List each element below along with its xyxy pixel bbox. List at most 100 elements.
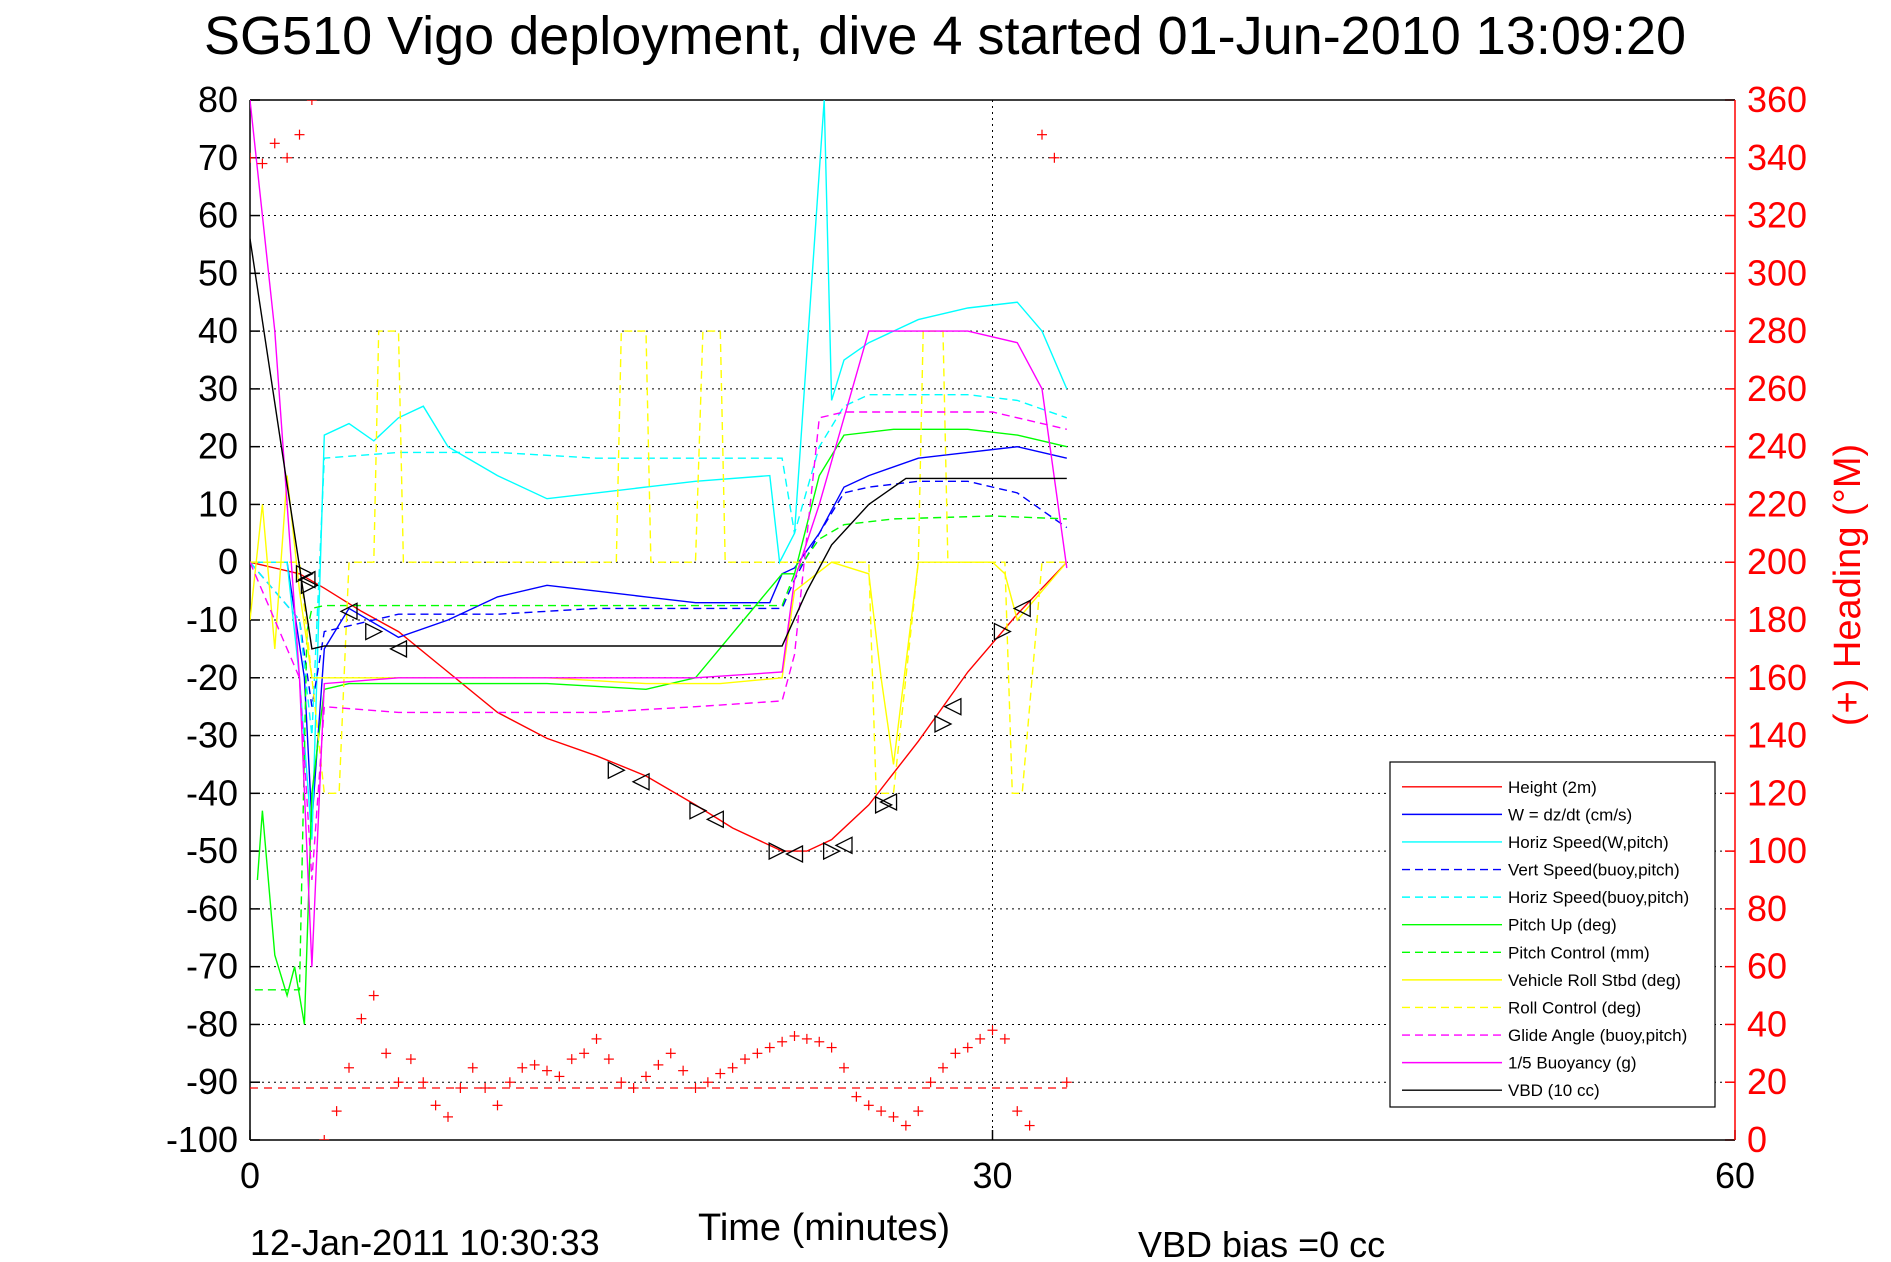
triangle-marker — [631, 772, 650, 791]
legend-label-10: 1/5 Buoyancy (g) — [1508, 1054, 1637, 1073]
heading-point — [801, 1033, 812, 1044]
x-tick-label: 30 — [972, 1155, 1012, 1196]
y2-tick-label: 80 — [1747, 888, 1787, 929]
footer-vbd-bias: VBD bias =0 cc — [1138, 1224, 1385, 1262]
y2-tick-label: 320 — [1747, 195, 1807, 236]
heading-point — [603, 1054, 614, 1065]
triangle-marker — [300, 576, 319, 595]
triangle-marker — [834, 836, 853, 855]
triangle-marker — [1012, 599, 1031, 618]
heading-point — [999, 1033, 1010, 1044]
heading-point — [752, 1048, 763, 1059]
y2-tick-label: 340 — [1747, 137, 1807, 178]
y-tick-label: -10 — [186, 599, 238, 640]
y2-tick-label: 120 — [1747, 772, 1807, 813]
heading-point — [1024, 1120, 1035, 1131]
legend-label-2: Horiz Speed(W,pitch) — [1508, 833, 1669, 852]
y-tick-label: -90 — [186, 1061, 238, 1102]
heading-point — [331, 1106, 342, 1117]
heading-point — [443, 1111, 453, 1122]
legend-label-7: Vehicle Roll Stbd (deg) — [1508, 971, 1681, 990]
series-line-4 — [250, 394, 1068, 736]
heading-point — [554, 1071, 565, 1082]
x-tick-label: 60 — [1715, 1155, 1755, 1196]
y2-tick-label: 200 — [1747, 541, 1807, 582]
y-tick-label: 10 — [198, 483, 238, 524]
heading-point — [888, 1111, 899, 1122]
heading-point — [727, 1062, 738, 1073]
triangle-marker — [297, 570, 316, 589]
triangle-marker — [874, 795, 894, 814]
heading-point — [455, 1083, 466, 1093]
series-line-1 — [250, 445, 1067, 823]
series-line-10 — [250, 100, 1068, 967]
legend: Height (2m) W = dz/dt (cm/s) Horiz Speed(W… — [1389, 761, 1716, 1108]
triangle-marker — [365, 622, 384, 641]
y2-tick-label: 0 — [1747, 1119, 1767, 1160]
triangle-marker — [822, 842, 842, 861]
heading-point — [925, 1077, 936, 1088]
triangle-marker — [689, 801, 708, 820]
heading-point — [764, 1042, 775, 1053]
heading-point — [789, 1031, 800, 1041]
triangle-marker — [934, 714, 953, 734]
heading-point — [715, 1068, 726, 1079]
footer-timestamp: 12-Jan-2011 10:30:33 — [250, 1222, 600, 1262]
y-tick-label: -60 — [186, 888, 238, 929]
series-line-5 — [256, 428, 1067, 1025]
legend-label-11: VBD (10 cc) — [1508, 1081, 1600, 1100]
y-tick-label: 80 — [198, 79, 238, 120]
legend-label-8: Roll Control (deg) — [1508, 998, 1641, 1017]
triangle-marker — [879, 792, 898, 812]
heading-point — [1061, 1077, 1072, 1088]
heading-point — [814, 1036, 825, 1047]
heading-point — [517, 1062, 528, 1073]
heading-point — [529, 1059, 540, 1070]
triangle-marker — [768, 842, 787, 861]
y-tick-label: 30 — [198, 368, 238, 409]
triangle-marker — [993, 622, 1012, 641]
heading-point — [826, 1042, 837, 1053]
y-tick-label: 20 — [198, 426, 238, 467]
heading-point — [1049, 152, 1060, 163]
legend-label-5: Pitch Up (deg) — [1508, 916, 1617, 935]
legend-label-6: Pitch Control (mm) — [1508, 943, 1650, 962]
triangle-marker — [389, 639, 408, 658]
chart-title: SG510 Vigo deployment, dive 4 started 01… — [204, 6, 1686, 66]
heading-point — [950, 1048, 961, 1059]
legend-label-1: W = dz/dt (cm/s) — [1508, 805, 1632, 824]
y-tick-label: -30 — [186, 715, 238, 756]
heading-point — [356, 1013, 367, 1024]
heading-point — [702, 1077, 713, 1088]
heading-point — [306, 100, 317, 105]
heading-point — [913, 1106, 924, 1117]
legend-box — [1389, 761, 1716, 1108]
heading-point — [591, 1033, 602, 1044]
y-tick-label: -80 — [186, 1003, 238, 1044]
legend-label-9: Glide Angle (buoy,pitch) — [1508, 1026, 1687, 1045]
heading-point — [690, 1083, 701, 1093]
heading-point — [962, 1042, 973, 1053]
heading-point — [480, 1083, 491, 1093]
legend-label-4: Horiz Speed(buoy,pitch) — [1508, 888, 1689, 907]
triangle-marker — [339, 602, 358, 621]
y2-tick-label: 20 — [1747, 1061, 1787, 1102]
triangle-marker — [705, 810, 724, 829]
series-line-3 — [250, 480, 1068, 707]
heading-point — [319, 1135, 330, 1140]
y-tick-label: -20 — [186, 657, 238, 698]
y2-tick-label: 260 — [1747, 368, 1807, 409]
y-tick-label: -40 — [186, 772, 238, 813]
y2-tick-label: 280 — [1747, 310, 1807, 351]
y-tick-label: -50 — [186, 830, 238, 871]
right-axis-label: (+) Heading (°M) — [1827, 444, 1869, 726]
y-tick-label: -70 — [186, 946, 238, 987]
y2-tick-label: 60 — [1747, 946, 1787, 987]
heading-point — [740, 1054, 750, 1065]
y2-tick-label: 360 — [1747, 79, 1807, 120]
heading-point — [1012, 1106, 1023, 1117]
y-tick-label: 60 — [198, 195, 238, 236]
heading-point — [777, 1036, 788, 1047]
y2-tick-label: 160 — [1747, 657, 1807, 698]
series-line-9 — [250, 411, 1067, 881]
